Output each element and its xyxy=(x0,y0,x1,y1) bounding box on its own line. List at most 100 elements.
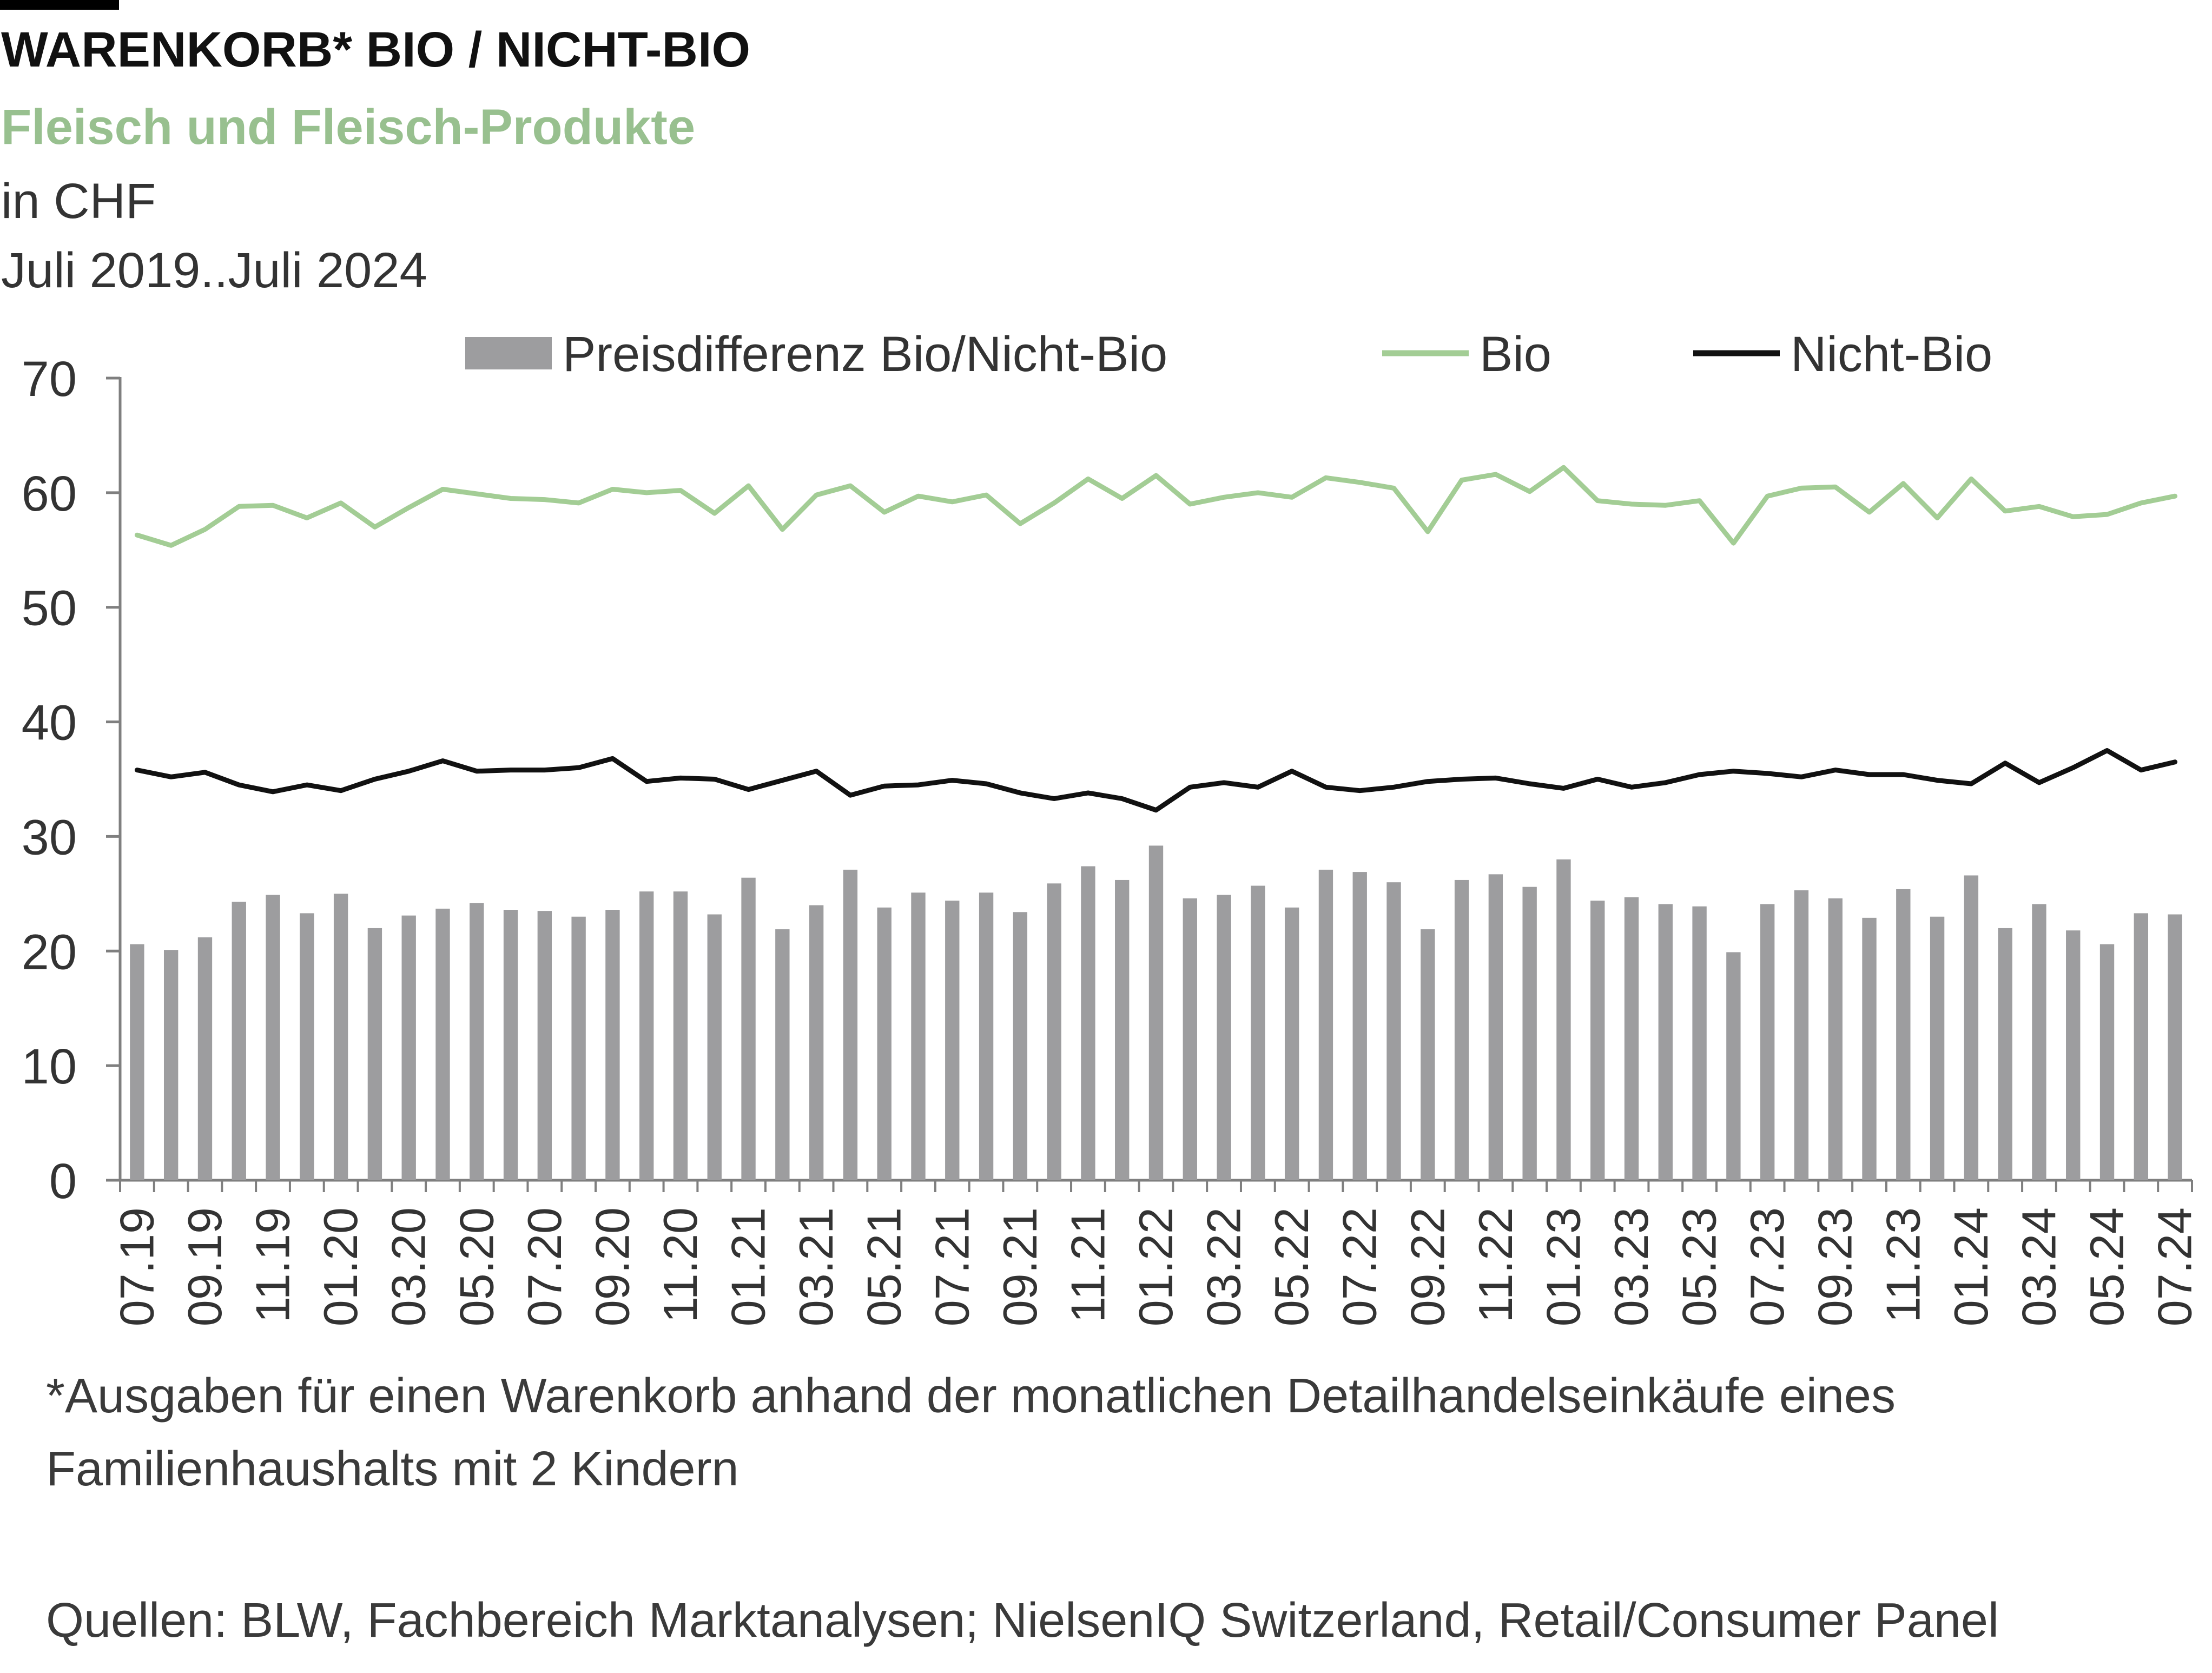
bar-preisdifferenz xyxy=(1760,904,1775,1180)
x-axis-labels: 07.19 09.19 11.19 01.20 03.20 05.20 07.20 09.20… xyxy=(110,1207,2201,1326)
x-tick-label: 03.20 xyxy=(382,1207,435,1326)
bar-preisdifferenz xyxy=(809,905,824,1180)
bar-preisdifferenz xyxy=(1726,952,1741,1180)
bar-preisdifferenz xyxy=(2099,944,2115,1180)
x-tick-label: 01.20 xyxy=(314,1207,367,1326)
x-tick-label: 07.21 xyxy=(925,1207,979,1326)
bar-preisdifferenz xyxy=(1454,880,1469,1180)
chart: Preisdifferenz Bio/Nicht-Bio Bio Nicht-Bio… xyxy=(22,327,2202,1326)
bar-preisdifferenz xyxy=(2168,914,2182,1180)
y-tick-label: 40 xyxy=(22,696,77,751)
x-tick-label: 07.24 xyxy=(2148,1207,2202,1326)
bar-preisdifferenz xyxy=(1964,875,1979,1180)
bar-preisdifferenz xyxy=(1183,898,1197,1180)
bar-preisdifferenz xyxy=(1488,874,1503,1180)
x-tick-label: 09.20 xyxy=(585,1207,639,1326)
bar-preisdifferenz xyxy=(470,903,484,1180)
legend-label-preisdifferenz: Preisdifferenz Bio/Nicht-Bio xyxy=(563,327,1167,382)
x-tick-label: 09.23 xyxy=(1808,1207,1862,1326)
title-accent-bar xyxy=(0,0,119,10)
bar-preisdifferenz xyxy=(945,901,960,1180)
x-tick-label: 05.22 xyxy=(1265,1207,1318,1326)
bar-preisdifferenz xyxy=(1522,887,1537,1180)
y-tick-label: 50 xyxy=(22,581,77,636)
bar-preisdifferenz xyxy=(571,916,586,1180)
bar-preisdifferenz xyxy=(1081,866,1095,1180)
bar-preisdifferenz xyxy=(1896,889,1911,1180)
x-tick-label: 03.24 xyxy=(2012,1207,2065,1326)
x-tick-label: 11.23 xyxy=(1876,1207,1930,1323)
bar-preisdifferenz xyxy=(1692,906,1707,1180)
x-tick-label: 07.20 xyxy=(518,1207,571,1326)
x-tick-label: 11.19 xyxy=(246,1207,300,1323)
bar-preisdifferenz xyxy=(1217,895,1231,1180)
bar-preisdifferenz xyxy=(673,891,688,1180)
bar-preisdifferenz xyxy=(911,892,926,1180)
bar-preisdifferenz xyxy=(775,929,790,1180)
bar-preisdifferenz xyxy=(707,914,722,1180)
bar-preisdifferenz xyxy=(2134,913,2149,1180)
x-tick-label: 01.22 xyxy=(1129,1207,1183,1326)
bar-preisdifferenz xyxy=(1421,929,1435,1180)
bar-preisdifferenz xyxy=(877,907,892,1180)
x-tick-label: 03.21 xyxy=(789,1207,843,1326)
bar-preisdifferenz xyxy=(232,902,246,1180)
x-tick-label: 09.22 xyxy=(1401,1207,1454,1326)
bar-preisdifferenz xyxy=(1047,883,1061,1180)
bar-preisdifferenz xyxy=(300,913,314,1180)
bar-preisdifferenz xyxy=(741,877,756,1180)
sources-note: Quellen: BLW, Fachbereich Marktanalysen;… xyxy=(46,1593,1999,1648)
bar-preisdifferenz xyxy=(1658,904,1673,1180)
x-tick-label: 11.20 xyxy=(653,1207,707,1323)
y-tick-label: 60 xyxy=(22,466,77,521)
bar-preisdifferenz xyxy=(1828,898,1843,1180)
bar-preisdifferenz xyxy=(1386,882,1401,1180)
x-tick-label: 05.20 xyxy=(450,1207,503,1326)
bar-preisdifferenz xyxy=(2066,930,2081,1180)
bar-preisdifferenz xyxy=(1318,869,1333,1180)
bar-preisdifferenz xyxy=(843,869,858,1180)
legend-label-bio: Bio xyxy=(1480,327,1551,382)
x-tick-label: 03.22 xyxy=(1197,1207,1251,1326)
bar-preisdifferenz xyxy=(1284,907,1299,1180)
footnote-line-2: Familienhaushalts mit 2 Kindern xyxy=(46,1442,739,1496)
legend: Preisdifferenz Bio/Nicht-Bio Bio Nicht-Bio xyxy=(465,327,1992,382)
bar-preisdifferenz xyxy=(1251,885,1265,1180)
x-tick-label: 03.23 xyxy=(1604,1207,1658,1326)
bar-preisdifferenz xyxy=(435,908,450,1180)
chart-subtitle: Fleisch und Fleisch-Produkte xyxy=(1,100,696,155)
bar-preisdifferenz xyxy=(266,895,280,1180)
chart-unit: in CHF xyxy=(1,174,156,229)
bar-preisdifferenz xyxy=(1624,897,1639,1180)
bar-preisdifferenz xyxy=(1352,872,1367,1180)
y-tick-label: 20 xyxy=(22,924,77,980)
x-tick-label: 07.19 xyxy=(110,1207,163,1326)
bar-preisdifferenz xyxy=(1590,901,1605,1180)
bar-preisdifferenz xyxy=(1013,912,1028,1180)
x-tick-label: 05.23 xyxy=(1673,1207,1726,1326)
bar-preisdifferenz xyxy=(1115,880,1130,1180)
legend-label-nicht-bio: Nicht-Bio xyxy=(1791,327,1992,382)
bar-preisdifferenz xyxy=(1930,916,1945,1180)
x-tick-label: 07.22 xyxy=(1333,1207,1386,1326)
axes: 0 10 20 30 40 50 60 70 xyxy=(22,352,2193,1209)
bar-preisdifferenz xyxy=(503,910,518,1180)
bar-preisdifferenz xyxy=(639,891,654,1180)
x-tick-label: 09.21 xyxy=(993,1207,1047,1326)
line-nicht-bio xyxy=(134,748,2178,813)
bar-preisdifferenz xyxy=(367,928,382,1180)
x-tick-label: 07.23 xyxy=(1740,1207,1794,1326)
bar-preisdifferenz xyxy=(979,892,994,1180)
x-tick-label: 01.23 xyxy=(1536,1207,1590,1326)
x-tick-label: 01.24 xyxy=(1944,1207,1998,1326)
bar-preisdifferenz xyxy=(333,894,348,1180)
bar-preisdifferenz xyxy=(2032,904,2046,1180)
bar-preisdifferenz xyxy=(1794,890,1809,1180)
x-tick-label: 09.19 xyxy=(178,1207,232,1326)
y-tick-label: 10 xyxy=(22,1039,77,1094)
bar-preisdifferenz xyxy=(1862,917,1877,1180)
chart-title: WARENKORB* BIO / NICHT-BIO xyxy=(1,22,751,77)
x-tick-label: 11.21 xyxy=(1061,1207,1114,1323)
bar-preisdifferenz xyxy=(605,910,620,1180)
line-series xyxy=(134,465,2178,813)
